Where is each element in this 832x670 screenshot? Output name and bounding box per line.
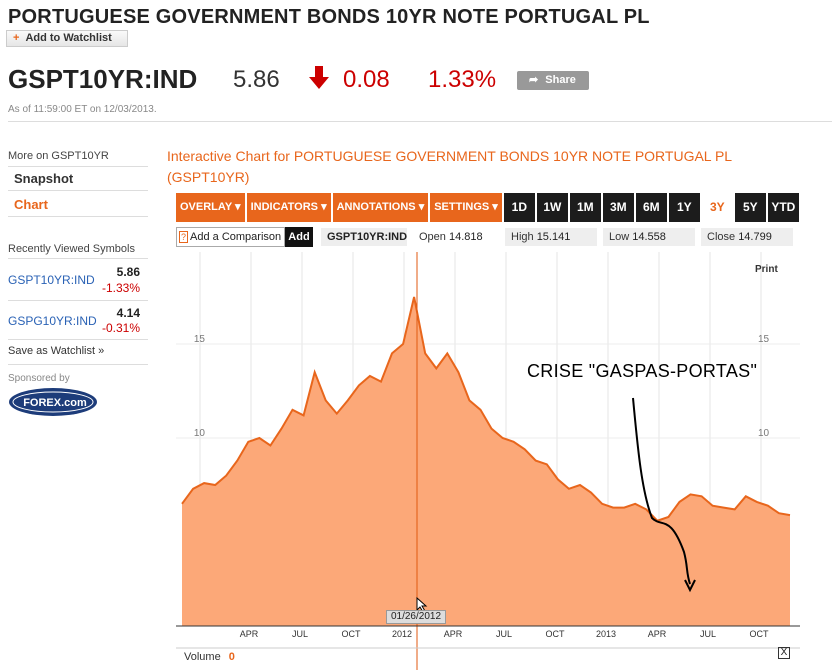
- sidebar-divider: [8, 300, 148, 301]
- x-tick-label: APR: [240, 629, 259, 639]
- sidebar-divider: [8, 190, 148, 191]
- stat-close: Close 14.799: [701, 228, 793, 246]
- down-arrow-icon: [308, 66, 330, 95]
- add-comparison-placeholder: Add a Comparison: [190, 231, 282, 243]
- add-comparison-input[interactable]: ? Add a Comparison: [176, 227, 285, 247]
- range-3m-button[interactable]: 3M: [602, 193, 634, 222]
- x-tick-label: APR: [648, 629, 667, 639]
- recent-symbol-value: 5.86: [116, 265, 140, 279]
- range-1w-button[interactable]: 1W: [536, 193, 568, 222]
- save-as-watchlist-label: Save as Watchlist: [8, 345, 96, 357]
- sidebar-divider: [8, 258, 148, 259]
- crosshair-date-tooltip: 01/26/2012: [386, 610, 446, 624]
- sidebar-divider: [8, 166, 148, 167]
- as-of-timestamp: As of 11:59:00 ET on 12/03/2013.: [8, 104, 157, 115]
- x-axis: APR JUL OCT 2012 APR JUL OCT 2013 APR JUL OCT: [240, 629, 769, 639]
- y-tick-label: 10: [758, 428, 770, 439]
- volume-value: 0: [228, 651, 235, 663]
- sponsored-label: Sponsored by: [8, 373, 70, 384]
- recent-symbol-value: 4.14: [116, 306, 140, 320]
- range-6m-button[interactable]: 6M: [635, 193, 667, 222]
- range-1y-button[interactable]: 1Y: [668, 193, 700, 222]
- x-tick-label: JUL: [292, 629, 308, 639]
- page-title: PORTUGUESE GOVERNMENT BONDS 10YR NOTE PO…: [8, 6, 650, 28]
- double-chevron-right-icon: »: [98, 345, 105, 357]
- plus-icon: +: [13, 32, 20, 44]
- range-1m-button[interactable]: 1M: [569, 193, 601, 222]
- price-area: [182, 297, 790, 626]
- x-tick-label: JUL: [700, 629, 716, 639]
- add-to-watchlist-button[interactable]: + Add to Watchlist: [6, 30, 128, 47]
- range-1d-button[interactable]: 1D: [503, 193, 535, 222]
- share-icon: ➦: [529, 74, 539, 86]
- save-as-watchlist-link[interactable]: Save as Watchlist »: [8, 345, 104, 357]
- volume-title: Volume: [184, 651, 221, 663]
- indicators-menu[interactable]: INDICATORS ▾: [246, 193, 331, 222]
- annotations-menu[interactable]: ANNOTATIONS ▾: [332, 193, 429, 222]
- recent-symbol-change: -1.33%: [101, 281, 140, 295]
- x-tick-label: 2013: [596, 629, 616, 639]
- range-ytd-button[interactable]: YTD: [767, 193, 799, 222]
- close-icon[interactable]: X: [778, 647, 790, 659]
- forex-logo[interactable]: FOREX.com: [8, 387, 98, 422]
- y-axis-left: 101520: [194, 334, 206, 439]
- y-tick-label: 15: [758, 334, 770, 345]
- sidebar-item-chart[interactable]: Chart: [14, 197, 48, 212]
- y-axis-right: 101520: [758, 334, 770, 439]
- y-tick-label: 10: [194, 428, 206, 439]
- price-change-percent: 1.33%: [428, 66, 497, 93]
- menu-label: INDICATORS: [250, 201, 318, 213]
- price-chart[interactable]: 101520 101520 APRJULOCT2012APRJULOCT2013…: [176, 252, 800, 670]
- x-tick-label: OCT: [342, 629, 362, 639]
- chart-annotation: CRISE "GASPAS-PORTAS": [527, 361, 758, 381]
- sidebar-divider: [8, 364, 148, 365]
- settings-menu[interactable]: SETTINGS ▾: [430, 193, 502, 222]
- chart-stats-row: ? Add a Comparison Add GSPT10YR:IND Open …: [176, 226, 799, 248]
- x-tick-label: OCT: [750, 629, 770, 639]
- sidebar-item-snapshot[interactable]: Snapshot: [14, 171, 74, 186]
- sidebar-divider: [8, 216, 148, 217]
- price-value: 5.86: [233, 66, 280, 93]
- print-link[interactable]: Print: [755, 264, 778, 275]
- caret-down-icon: ▾: [418, 201, 425, 213]
- price-change: 0.08: [343, 66, 390, 93]
- range-3y-button[interactable]: 3Y: [701, 193, 733, 222]
- sidebar-heading: More on GSPT10YR: [8, 150, 109, 162]
- caret-down-icon: ▾: [321, 201, 327, 213]
- chart-toolbar: OVERLAY ▾ INDICATORS ▾ ANNOTATIONS ▾ SET…: [176, 193, 801, 222]
- stat-low: Low 14.558: [603, 228, 695, 246]
- price-line: [181, 296, 791, 522]
- y-tick-label: 15: [194, 334, 206, 345]
- recent-symbol-link[interactable]: GSPT10YR:IND: [8, 273, 95, 287]
- menu-label: SETTINGS: [434, 201, 490, 213]
- svg-text:FOREX.com: FOREX.com: [23, 397, 87, 409]
- overlay-menu[interactable]: OVERLAY ▾: [176, 193, 245, 222]
- add-to-watchlist-label: Add to Watchlist: [25, 32, 112, 44]
- stat-open: Open 14.818: [413, 228, 499, 246]
- recent-symbol-change: -0.31%: [101, 321, 140, 335]
- x-tick-label: OCT: [546, 629, 566, 639]
- ticker-symbol: GSPT10YR:IND: [8, 64, 198, 94]
- x-tick-label: APR: [444, 629, 463, 639]
- share-label: Share: [545, 74, 576, 86]
- symbol-label: GSPT10YR:IND: [321, 228, 407, 246]
- volume-label: Volume 0: [184, 651, 235, 663]
- menu-label: OVERLAY: [180, 201, 232, 213]
- help-icon[interactable]: ?: [179, 231, 189, 243]
- annotation-arrow: [632, 397, 696, 593]
- chart-title: Interactive Chart for PORTUGUESE GOVERNM…: [167, 148, 732, 185]
- menu-label: ANNOTATIONS: [336, 201, 416, 213]
- recent-symbol-link[interactable]: GSPG10YR:IND: [8, 314, 97, 328]
- range-5y-button[interactable]: 5Y: [734, 193, 766, 222]
- caret-down-icon: ▾: [492, 201, 498, 213]
- sidebar-divider: [8, 339, 148, 340]
- add-comparison-button[interactable]: Add: [285, 227, 313, 247]
- caret-down-icon: ▾: [235, 201, 241, 213]
- stat-high: High 15.141: [505, 228, 597, 246]
- share-button[interactable]: ➦ Share: [517, 71, 589, 90]
- recent-symbols-heading: Recently Viewed Symbols: [8, 243, 135, 255]
- x-tick-label: 2012: [392, 629, 412, 639]
- x-tick-label: JUL: [496, 629, 512, 639]
- header-divider: [8, 121, 832, 122]
